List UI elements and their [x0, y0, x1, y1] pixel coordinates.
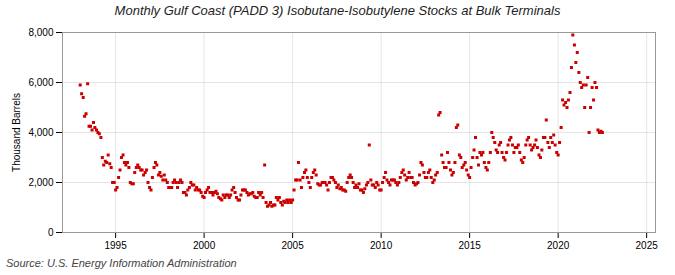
- svg-text:2025: 2025: [636, 240, 659, 251]
- svg-text:0: 0: [48, 227, 54, 238]
- svg-text:Thousand Barrels: Thousand Barrels: [11, 93, 22, 172]
- svg-text:2000: 2000: [193, 240, 216, 251]
- html-text:Monthly Gulf Coast (PADD 3) Is: Monthly Gulf Coast (PADD 3) Isobutane-Is…: [114, 3, 561, 18]
- svg-text:2020: 2020: [547, 240, 570, 251]
- svg-text:4,000: 4,000: [28, 127, 53, 138]
- svg-text:2005: 2005: [281, 240, 304, 251]
- svg-text:2,000: 2,000: [28, 177, 53, 188]
- svg-text:8,000: 8,000: [28, 27, 53, 38]
- html-text:Source: U.S. Energy Informatio: Source: U.S. Energy Information Administ…: [6, 257, 237, 269]
- svg-text:2010: 2010: [370, 240, 393, 251]
- svg-text:6,000: 6,000: [28, 77, 53, 88]
- svg-text:2015: 2015: [459, 240, 482, 251]
- svg-text:1995: 1995: [104, 240, 127, 251]
